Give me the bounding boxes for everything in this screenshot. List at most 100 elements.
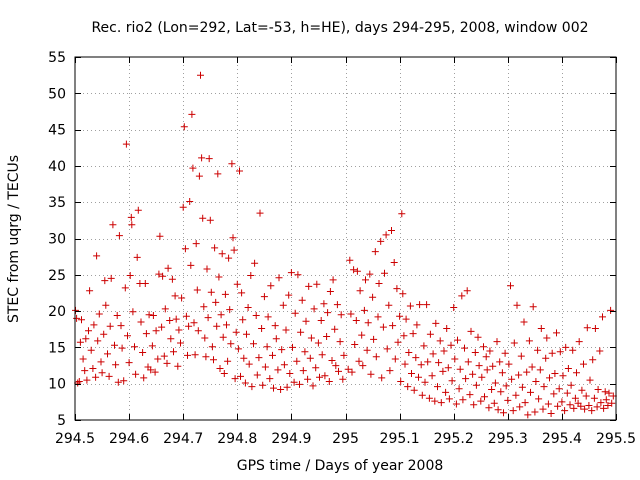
data-point <box>570 404 578 412</box>
data-point <box>383 345 391 353</box>
data-point <box>360 306 368 314</box>
data-point <box>508 375 516 383</box>
data-point <box>500 409 507 417</box>
data-point <box>382 231 390 239</box>
data-point <box>447 341 455 349</box>
data-point <box>193 286 201 294</box>
data-point <box>90 321 98 329</box>
data-point <box>534 346 542 354</box>
data-point <box>188 110 196 118</box>
data-point <box>326 288 334 295</box>
data-point <box>593 403 601 411</box>
data-point <box>544 400 552 408</box>
data-point <box>247 272 255 279</box>
data-point <box>277 386 285 393</box>
data-point <box>279 301 287 309</box>
data-point <box>191 351 199 359</box>
data-point <box>159 272 167 280</box>
data-point <box>444 364 452 372</box>
data-point <box>151 368 159 376</box>
data-point <box>442 388 450 396</box>
data-point <box>529 303 537 311</box>
data-point <box>270 384 277 392</box>
data-point <box>267 282 275 290</box>
data-point <box>485 404 493 412</box>
data-point <box>280 361 288 369</box>
data-point <box>599 313 606 321</box>
data-point <box>328 357 336 364</box>
data-point <box>423 301 431 309</box>
data-point <box>79 355 87 363</box>
data-point <box>260 293 268 301</box>
data-point <box>566 401 574 409</box>
data-point <box>133 253 141 261</box>
data-point <box>424 358 432 366</box>
data-point <box>287 269 295 277</box>
data-point <box>531 408 539 416</box>
data-point <box>507 282 514 290</box>
data-point <box>316 373 323 381</box>
data-point <box>520 318 528 326</box>
data-point <box>177 339 184 347</box>
data-point <box>569 346 577 354</box>
data-point <box>230 246 238 254</box>
data-point <box>111 341 118 349</box>
data-point <box>406 302 414 310</box>
data-point <box>405 349 413 356</box>
data-point <box>559 372 567 380</box>
data-point <box>198 154 206 162</box>
data-point <box>448 377 456 385</box>
data-point <box>285 291 293 299</box>
data-point <box>372 353 380 361</box>
data-point <box>558 398 566 406</box>
data-point <box>241 379 249 387</box>
data-point <box>591 325 599 332</box>
grid-lines <box>75 57 616 420</box>
data-point <box>388 227 395 234</box>
data-point <box>434 383 441 391</box>
data-point <box>518 383 526 391</box>
data-point <box>213 322 221 330</box>
y-tick-label: 50 <box>48 86 66 102</box>
data-point <box>199 214 207 222</box>
data-point <box>120 377 128 385</box>
data-point <box>118 344 126 352</box>
data-point <box>243 330 250 338</box>
data-point <box>87 346 95 354</box>
data-point <box>364 319 372 327</box>
data-point <box>86 287 94 295</box>
data-point <box>556 348 564 356</box>
data-point <box>142 330 150 338</box>
data-point <box>238 289 246 297</box>
data-point <box>542 354 550 362</box>
data-point <box>255 354 263 362</box>
data-point <box>351 341 359 348</box>
data-point <box>463 287 471 295</box>
data-point <box>121 284 129 292</box>
data-point <box>271 322 279 330</box>
y-tick-label: 30 <box>48 232 66 248</box>
chart-title: Rec. rio2 (Lon=292, Lat=-53, h=HE), days… <box>91 20 588 36</box>
data-point <box>369 293 377 301</box>
data-point <box>106 322 114 330</box>
data-point <box>582 392 590 400</box>
data-point <box>451 355 459 363</box>
data-point <box>426 330 434 338</box>
data-point <box>217 311 225 319</box>
data-point <box>104 350 111 358</box>
data-point <box>313 280 321 288</box>
data-point <box>504 396 512 404</box>
data-point <box>583 324 591 332</box>
data-point <box>410 386 418 394</box>
data-point <box>454 336 461 344</box>
data-point <box>469 370 477 378</box>
data-point <box>607 306 615 314</box>
data-point <box>128 221 136 229</box>
x-tick-label: 295.5 <box>596 431 636 447</box>
data-point <box>432 319 440 327</box>
data-point <box>589 356 597 364</box>
data-point <box>396 312 404 320</box>
x-tick-label: 295.2 <box>434 431 474 447</box>
data-point <box>440 347 448 355</box>
data-point <box>458 292 466 300</box>
